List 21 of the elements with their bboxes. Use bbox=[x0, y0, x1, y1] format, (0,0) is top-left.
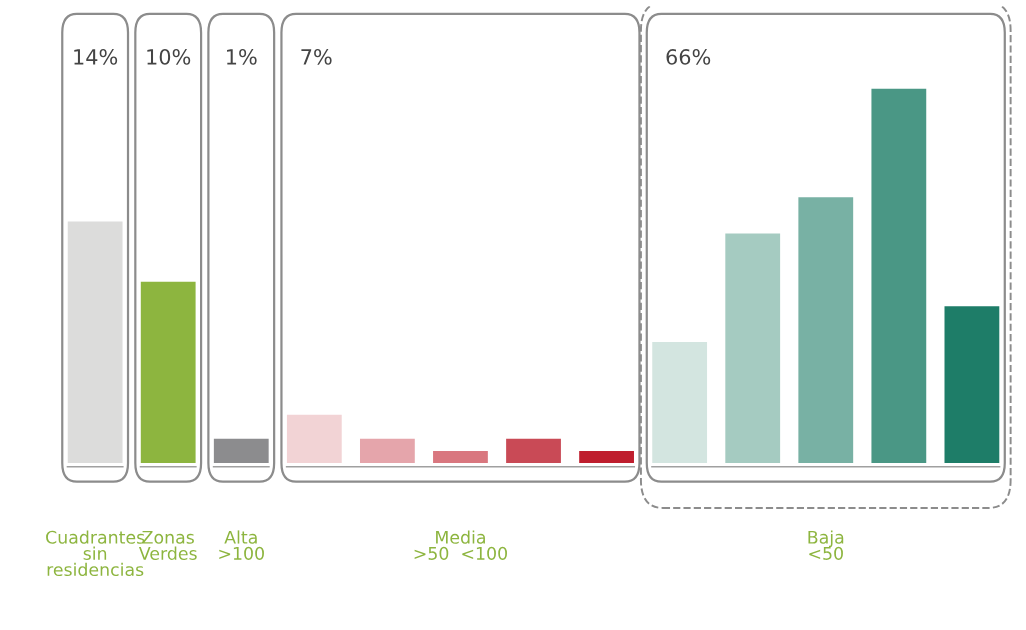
text: Alta >100 bbox=[219, 530, 264, 560]
text: 10% bbox=[147, 49, 191, 65]
bar bbox=[579, 451, 634, 463]
bar bbox=[140, 281, 196, 463]
bar bbox=[725, 233, 781, 463]
text: 1% bbox=[227, 49, 257, 65]
text: Baja <50 bbox=[808, 530, 844, 560]
text: 66% bbox=[666, 49, 711, 65]
bar bbox=[67, 221, 123, 463]
bar bbox=[798, 197, 854, 463]
text: 14% bbox=[74, 49, 118, 65]
text: Media >50 <100 bbox=[414, 530, 507, 560]
bar bbox=[652, 342, 708, 463]
bar bbox=[213, 438, 269, 463]
bar bbox=[286, 414, 342, 463]
bar bbox=[944, 306, 1000, 463]
bar bbox=[506, 438, 561, 463]
bar bbox=[871, 88, 927, 463]
bar bbox=[433, 451, 488, 463]
text: 7% bbox=[301, 49, 332, 65]
bar bbox=[359, 438, 415, 463]
